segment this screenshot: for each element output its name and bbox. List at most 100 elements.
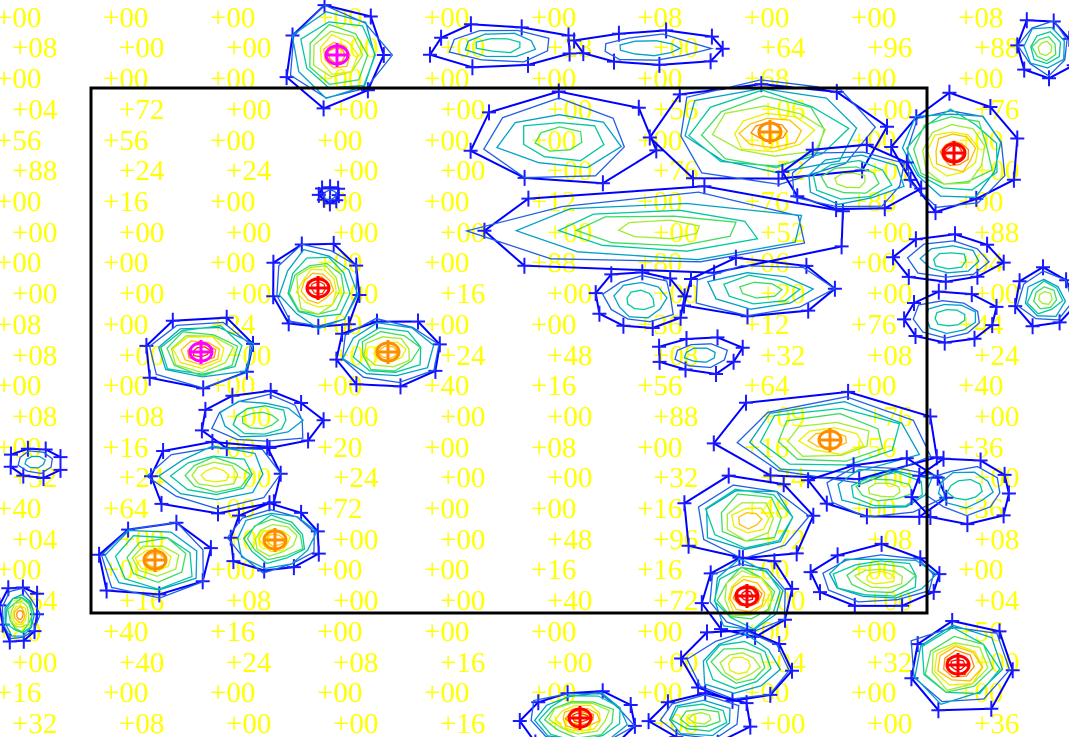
contour-line	[554, 704, 601, 732]
cross-marker	[551, 83, 566, 100]
peak-cross	[376, 340, 400, 364]
cross-marker	[819, 495, 834, 512]
cross-marker	[219, 309, 234, 326]
value-label: +56	[0, 125, 41, 157]
contour-line	[679, 708, 721, 728]
value-label: +00	[547, 278, 592, 310]
cross-marker	[694, 595, 709, 612]
contour-cluster	[652, 329, 750, 382]
cross-marker	[679, 331, 694, 347]
contour-line	[1037, 40, 1053, 57]
value-label: +00	[317, 616, 362, 648]
value-label: +56	[103, 125, 148, 157]
contour-line	[736, 396, 932, 485]
cross-marker	[967, 330, 982, 347]
contour-line	[278, 248, 359, 330]
contour-line	[1030, 31, 1062, 65]
contour-line	[237, 512, 318, 570]
cross-marker	[512, 713, 527, 729]
contour-cluster	[194, 382, 331, 457]
cross-marker	[939, 489, 954, 506]
cross-marker	[611, 25, 626, 42]
cross-marker	[266, 254, 281, 271]
cross-marker	[709, 366, 723, 382]
value-label: +00	[210, 186, 255, 218]
contour-cluster	[775, 136, 929, 218]
value-label: +08	[12, 340, 57, 372]
contour-line	[296, 265, 341, 316]
contour-cluster	[463, 83, 664, 192]
value-label: +00	[958, 63, 1003, 95]
contour-line	[906, 240, 990, 278]
cross-marker	[1005, 662, 1020, 679]
peak-cross	[946, 653, 970, 677]
contour-line	[934, 643, 984, 686]
value-label: +00	[0, 63, 41, 95]
contour-line	[126, 537, 187, 583]
contour-line	[363, 336, 410, 368]
cross-marker	[710, 329, 725, 346]
contour-line	[910, 619, 1014, 712]
cross-marker	[349, 376, 364, 393]
contour-line	[300, 272, 335, 305]
contour-cluster	[512, 683, 642, 737]
cross-marker	[726, 353, 741, 370]
contour-line	[738, 281, 784, 299]
value-label: +88	[974, 32, 1019, 64]
value-label: +08	[867, 340, 912, 372]
cross-marker	[674, 650, 689, 667]
cross-marker	[980, 236, 995, 253]
cross-marker	[592, 305, 607, 322]
cross-marker	[739, 394, 753, 411]
cross-marker	[829, 83, 844, 100]
contour-line	[604, 33, 714, 61]
contour-line	[937, 471, 994, 509]
value-label: +00	[424, 554, 469, 586]
contour-cluster	[144, 433, 288, 522]
cross-marker	[316, 412, 331, 429]
value-label: +08	[12, 32, 57, 64]
cross-marker	[884, 139, 899, 155]
value-label: +00	[103, 63, 148, 95]
contour-line	[24, 455, 47, 469]
cross-marker	[576, 45, 591, 62]
contour-line	[272, 242, 361, 328]
contour-line	[791, 151, 905, 208]
cross-marker	[799, 257, 814, 274]
contour-line	[574, 215, 737, 247]
cross-marker	[38, 441, 53, 458]
cross-marker	[4, 446, 18, 463]
contour-line	[538, 695, 621, 737]
contour-line	[808, 154, 905, 206]
cross-marker	[973, 452, 988, 469]
contour-line	[686, 630, 790, 700]
cross-marker	[673, 309, 688, 326]
value-label: +08	[974, 524, 1019, 556]
value-label: +24	[226, 647, 272, 679]
contour-cluster	[677, 249, 842, 325]
contour-line	[867, 482, 901, 498]
value-label: +00	[851, 677, 896, 709]
value-label: +40	[103, 616, 148, 648]
cross-marker	[732, 549, 747, 566]
cross-marker	[1008, 298, 1023, 315]
cross-marker	[15, 579, 30, 596]
cross-marker	[897, 311, 912, 328]
cross-marker	[703, 53, 718, 70]
value-label: +00	[867, 217, 912, 249]
value-label: +40	[0, 493, 41, 525]
cross-marker	[706, 435, 721, 452]
contour-line	[210, 393, 304, 442]
value-label: +00	[119, 340, 164, 372]
cross-marker	[99, 582, 114, 599]
value-label: +00	[760, 708, 805, 737]
value-label: +00	[226, 217, 271, 249]
contour-line	[17, 450, 53, 475]
contour-line	[145, 316, 255, 390]
cross-marker	[363, 8, 378, 25]
contour-line	[319, 33, 359, 76]
value-label: +00	[637, 616, 682, 648]
cross-marker	[16, 467, 31, 484]
contour-line	[946, 478, 983, 501]
